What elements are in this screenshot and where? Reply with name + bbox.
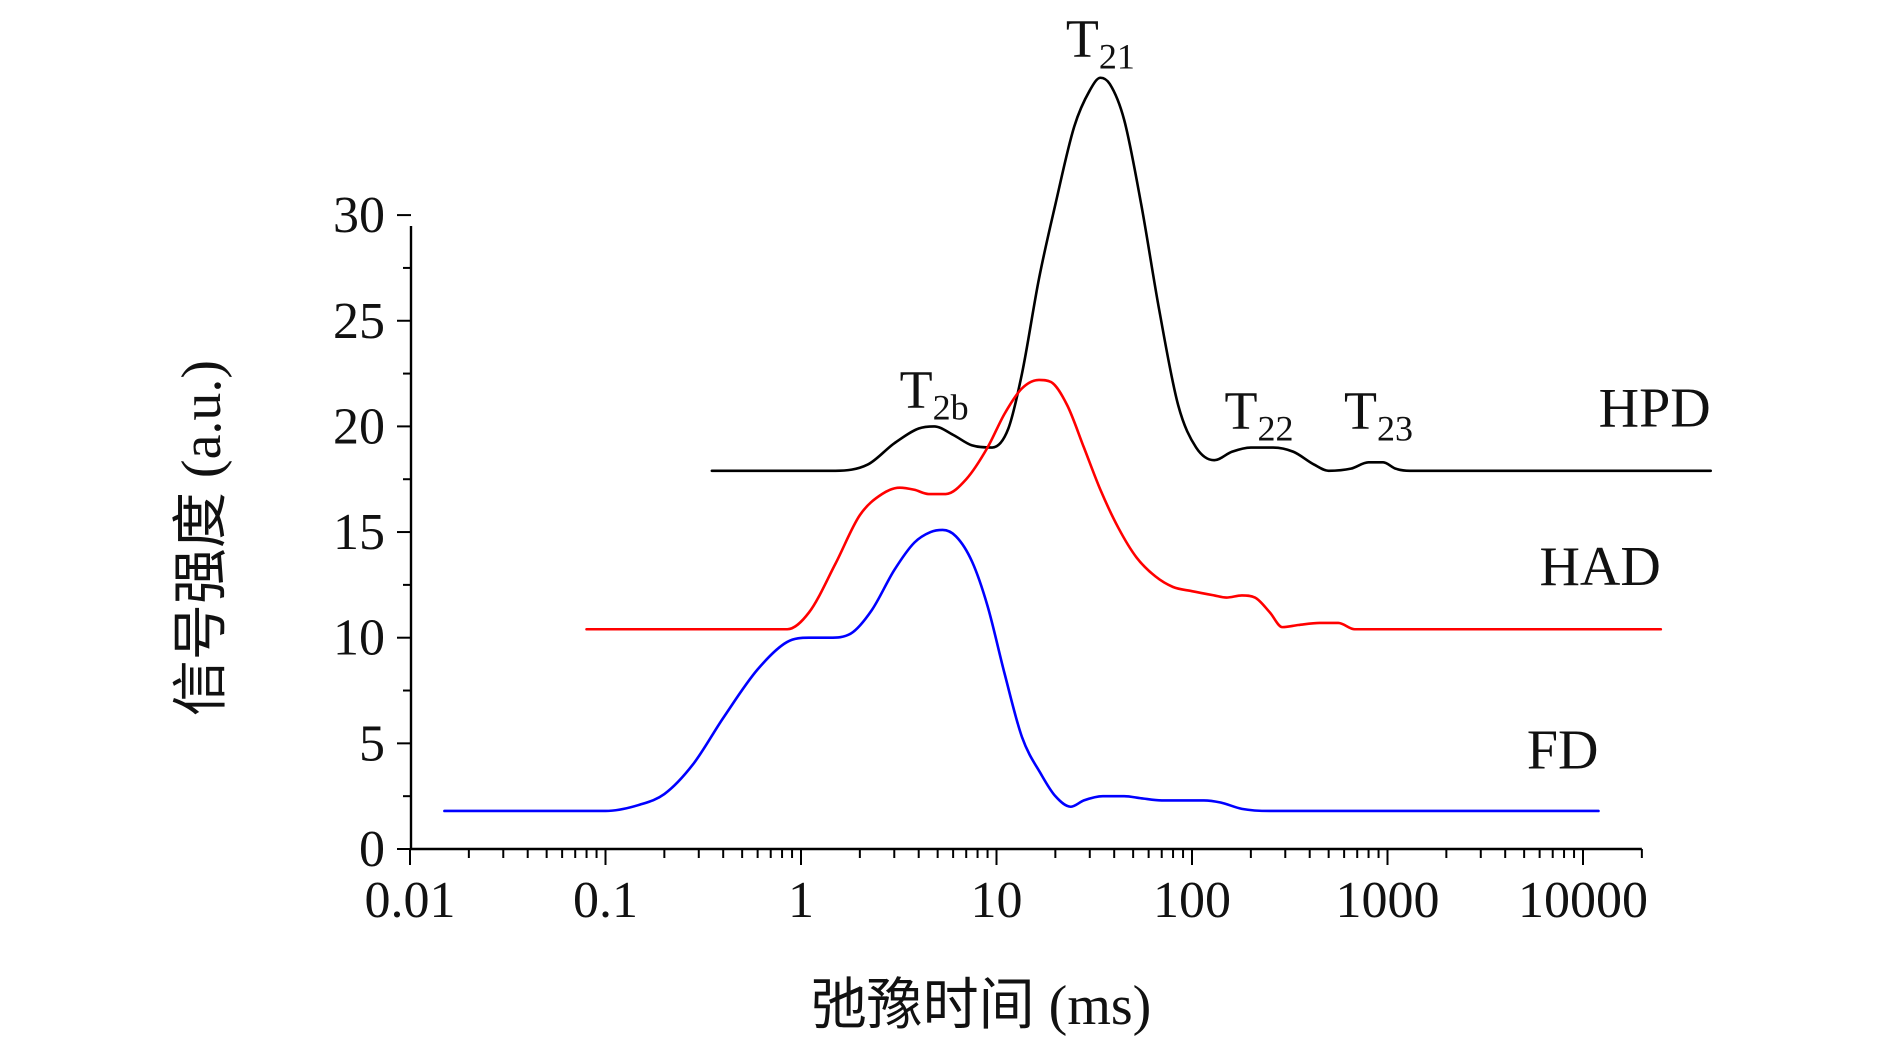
y-tick-label: 10 (333, 610, 385, 667)
series-line-fd (443, 528, 1600, 813)
series-label-hpd: HPD (1599, 377, 1711, 439)
peak-label-t22: T22 (1224, 381, 1293, 449)
x-tick-label: 100 (1153, 872, 1231, 929)
ticks (397, 214, 1643, 865)
series-label-had: HAD (1539, 536, 1660, 598)
peak-label-t2b: T2b (900, 359, 969, 427)
labels-layer: HPD HAD FD T2b T21 T22 T23 (900, 9, 1711, 782)
tick-labels: 0 5 10 15 20 25 30 0.01 0.1 1 10 100 1000 10000 (333, 187, 1648, 929)
axes (409, 226, 1642, 851)
y-tick-label: 15 (333, 504, 385, 561)
y-tick-label: 20 (333, 398, 385, 455)
x-tick-label: 0.01 (365, 872, 456, 929)
x-axis-title: 弛豫时间 (ms) (811, 975, 1152, 1037)
x-tick-label: 0.1 (573, 872, 638, 929)
series-label-fd: FD (1527, 720, 1599, 782)
series-layer (443, 76, 1712, 813)
y-tick-label: 30 (333, 187, 385, 244)
x-tick-label: 1000 (1336, 872, 1440, 929)
y-tick-label: 25 (333, 293, 385, 350)
y-axis-title: 信号强度 (a.u.) (171, 360, 233, 716)
y-tick-label: 0 (359, 821, 385, 878)
peak-label-t21: T21 (1066, 9, 1135, 77)
x-tick-label: 10 (971, 872, 1023, 929)
y-tick-label: 5 (359, 715, 385, 772)
peak-label-t23: T23 (1344, 381, 1413, 449)
series-line-had (585, 378, 1663, 631)
series-line-hpd (710, 76, 1712, 473)
x-tick-label: 10000 (1518, 872, 1648, 929)
x-tick-label: 1 (788, 872, 814, 929)
